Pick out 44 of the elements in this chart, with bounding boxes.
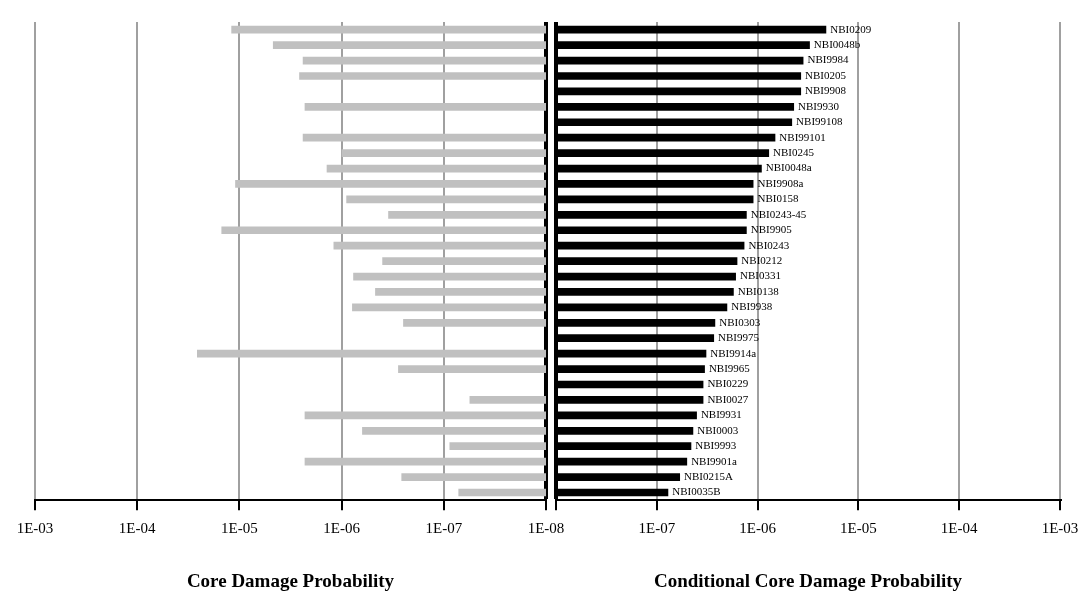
- y-tick-label: NBI0243-45: [750, 207, 807, 220]
- y-tick-label: NBI0212: [741, 253, 783, 266]
- y-tick-label: NBI9931: [700, 408, 742, 421]
- y-tick-label: NBI0205: [805, 68, 847, 81]
- y-tick-label: NBI0245: [773, 146, 815, 159]
- y-tick-label: NBI0048b: [813, 38, 861, 51]
- y-tick-label: NBI9938: [731, 300, 773, 313]
- y-tick-label: NBI0158: [757, 192, 799, 205]
- y-tick-label: NBI0027: [707, 392, 749, 405]
- y-tick-label: NBI9975: [718, 331, 760, 344]
- y-tick-label: NBI9908a: [757, 176, 804, 189]
- x-tick-label: 1E-06: [739, 520, 777, 537]
- x-tick-label: 1E-05: [221, 520, 258, 537]
- y-tick-label: NBI99108: [796, 115, 844, 128]
- y-tick-label: NBI0003: [697, 423, 739, 436]
- y-tick-label: NBI9905: [750, 223, 793, 236]
- y-tick-label: NBI0331: [739, 269, 781, 282]
- y-tick-label: NBI9914a: [710, 346, 757, 359]
- y-tick-label: NBI9901a: [691, 454, 738, 467]
- y-tick-label: NBI9984: [807, 53, 849, 66]
- x-tick-label: 1E-04: [118, 520, 157, 537]
- x-tick-label: 1E-03: [16, 520, 54, 537]
- y-tick-label: NBI0209: [830, 22, 872, 35]
- x-tick-label: 1E-07: [425, 520, 463, 537]
- y-tick-label: NBI0243: [748, 238, 790, 251]
- y-tick-label: NBI9908: [805, 84, 847, 97]
- y-tick-label: NBI0303: [719, 315, 761, 328]
- y-tick-label: NBI0048a: [765, 161, 812, 174]
- y-tick-label: NBI0229: [707, 377, 749, 390]
- y-tick-label: NBI0215A: [684, 469, 733, 482]
- y-tick-label: NBI0138: [737, 284, 780, 297]
- y-tick-label: NBI99101: [779, 130, 826, 143]
- x-tick-label: 1E-07: [638, 520, 676, 537]
- y-tick-label: NBI0035B: [672, 485, 721, 498]
- x-axis-title: Conditional Core Damage Probability: [653, 569, 963, 591]
- x-tick-label: 1E-03: [1041, 520, 1079, 537]
- y-tick-label: NBI9965: [708, 361, 751, 374]
- y-tick-label: NBI9930: [798, 99, 840, 112]
- x-tick-label: 1E-06: [323, 520, 361, 537]
- x-tick-label: 1E-08: [527, 520, 565, 537]
- x-tick-label: 1E-04: [940, 520, 979, 537]
- y-tick-label: NBI9993: [695, 439, 737, 452]
- x-tick-label: 1E-05: [840, 520, 877, 537]
- x-axis-title: Core Damage Probability: [186, 569, 395, 591]
